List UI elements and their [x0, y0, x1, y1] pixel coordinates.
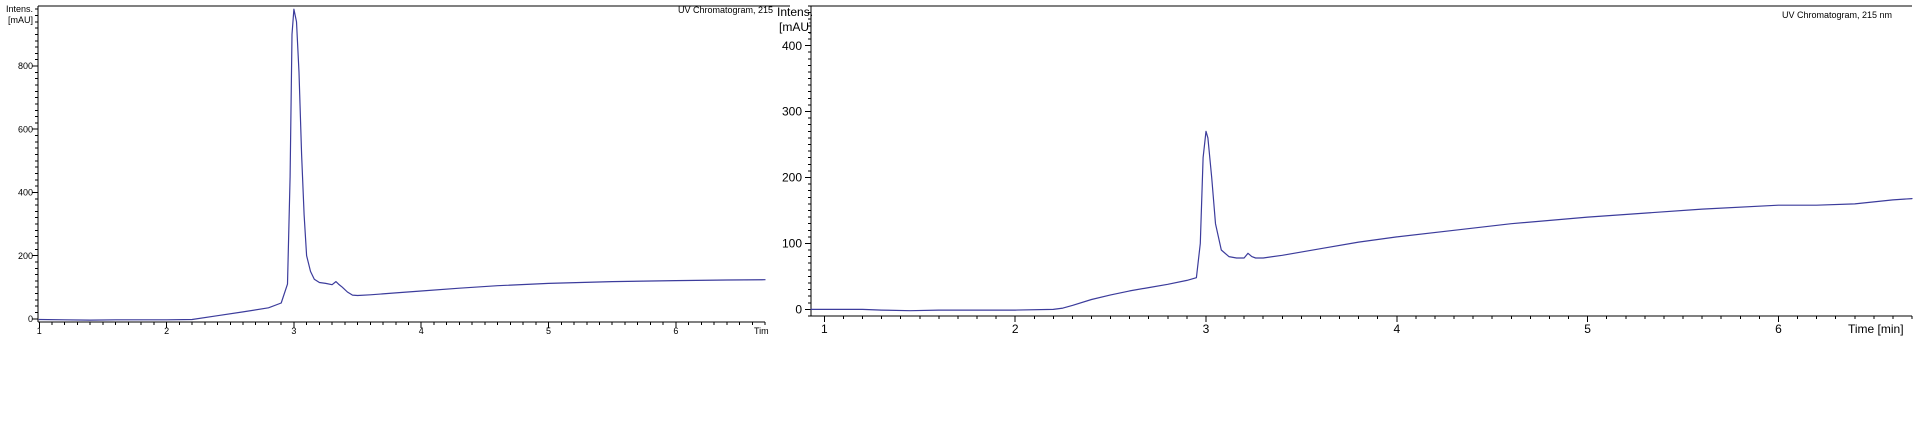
left-y-axis-unit: [mAU] — [8, 15, 33, 25]
left-y-tick-label: 400 — [18, 188, 33, 198]
right-y-tick-label: 100 — [782, 237, 802, 251]
right-y-axis-unit: [mAU] — [779, 20, 812, 34]
left-y-tick-label: 600 — [18, 124, 33, 134]
right-y-tick-label: 0 — [795, 303, 802, 317]
right-y-tick-label: 400 — [782, 39, 802, 53]
left-x-tick-label: 5 — [546, 326, 551, 336]
left-y-tick-label: 800 — [18, 61, 33, 71]
right-x-axis-label: Time [min] — [1848, 322, 1904, 336]
left-chart-panel: 1 2 3 4 5 6 0 200 400 600 800 Intens.[mAU] Tim UV Chr… — [6, 4, 790, 336]
right-y-axis-label: Intens. — [777, 5, 813, 19]
right-x-tick-label: 4 — [1393, 322, 1400, 336]
right-x-tick-label: 3 — [1203, 322, 1210, 336]
right-y-tick-label: 300 — [782, 105, 802, 119]
left-y-tick-label: 200 — [18, 251, 33, 261]
left-trace-title: UV Chromatogram, 215 — [678, 5, 773, 15]
left-x-tick-label: 2 — [164, 326, 169, 336]
right-x-tick-label: 5 — [1584, 322, 1591, 336]
left-x-axis-label: Tim — [754, 326, 769, 336]
left-x-tick-label: 1 — [37, 326, 42, 336]
left-x-tick-label: 4 — [419, 326, 424, 336]
right-x-tick-label: 2 — [1012, 322, 1019, 336]
left-uv-trace-line — [38, 8, 766, 321]
left-x-tick-label: 3 — [291, 326, 296, 336]
right-uv-trace-line — [810, 130, 1913, 312]
left-y-axis-label: Intens. — [6, 4, 33, 14]
right-x-tick-label: 1 — [821, 322, 828, 336]
left-x-tick-label: 6 — [673, 326, 678, 336]
left-y-tick-label: 0 — [28, 314, 33, 324]
right-y-tick-label: 200 — [782, 171, 802, 185]
right-trace-title: UV Chromatogram, 215 nm — [1782, 10, 1892, 20]
right-chart-panel: 1 2 3 4 5 6 0 100 200 300 400 Intens.[mAU] Time [min… — [777, 5, 1913, 336]
right-x-tick-label: 6 — [1775, 322, 1782, 336]
